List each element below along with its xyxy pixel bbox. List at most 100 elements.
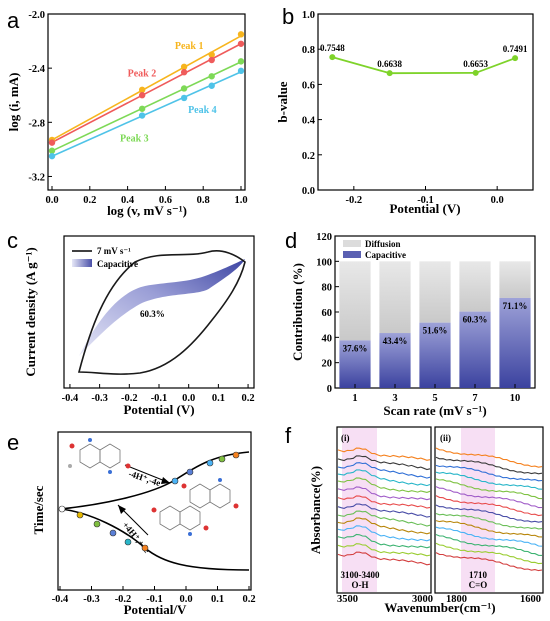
c-xtick-label: -0.4 xyxy=(62,393,79,404)
spectrum-ii-4 xyxy=(435,478,543,500)
band-oh-highlight xyxy=(342,428,377,592)
scan-marker-1 xyxy=(76,511,84,519)
e-xtick-label: 0.0 xyxy=(179,594,192,605)
panel-label-f: f xyxy=(285,423,292,448)
panel-label-a: a xyxy=(7,8,20,33)
scan-marker-6 xyxy=(206,459,214,467)
band-oh-bond: O-H xyxy=(352,580,369,590)
series-label-peak-1: Peak 1 xyxy=(175,41,204,52)
legend-diffusion-swatch xyxy=(343,240,361,247)
spectrum-ii-0 xyxy=(435,447,543,468)
point-peak2-2 xyxy=(180,69,188,76)
point-peak4-1 xyxy=(138,112,146,119)
band-co-range: 1710 xyxy=(469,570,488,580)
c-xtick-label: 0.0 xyxy=(182,393,195,404)
d-xtick-label: 1 xyxy=(352,393,357,404)
scan-marker-4 xyxy=(124,538,132,546)
a-ytick-label: -2.0 xyxy=(28,10,45,21)
d-ytick-label: 60 xyxy=(322,308,333,319)
bar-label-3: 43.4% xyxy=(383,336,408,346)
c-xtick-label: 0.1 xyxy=(212,393,225,404)
spectrum-ii-8 xyxy=(435,512,543,530)
molecule-right xyxy=(181,478,239,509)
b-value-label-0: 0.7548 xyxy=(320,43,345,53)
bar-capacitive-3 xyxy=(379,333,411,388)
d-xtick-label: 7 xyxy=(472,393,477,404)
a-ytick-label: -2.4 xyxy=(28,64,45,75)
bar-capacitive-1 xyxy=(339,340,371,388)
bar-capacitive-10 xyxy=(499,297,531,388)
spectrum-ii-13 xyxy=(435,552,543,572)
bar-label-1: 37.6% xyxy=(343,343,368,353)
scan-marker-0 xyxy=(58,505,66,513)
bar-label-10: 71.1% xyxy=(503,301,528,311)
point-peak3-3 xyxy=(208,73,215,80)
chart-d: 37.6% 43.4% 51.6% 60.3% 71.1% 1 3 5 7 10 0 20 40 60… xyxy=(290,232,536,418)
point-peak3-0 xyxy=(48,147,56,154)
band-oh-range: 3100-3400 xyxy=(341,570,380,580)
point-peak2-4 xyxy=(237,40,245,47)
c-xtick-label: -0.3 xyxy=(91,393,108,404)
c-xtick-label: -0.2 xyxy=(121,393,138,404)
bar-diffusion-3 xyxy=(379,261,411,334)
spectrum-ii-9 xyxy=(435,520,543,538)
spectrum-i-3 xyxy=(337,469,431,487)
c-xtick-label: -0.1 xyxy=(151,393,168,404)
d-ytick-label: 20 xyxy=(322,359,333,370)
spectrum-ii-1 xyxy=(435,456,543,475)
e-xtick-label: -0.1 xyxy=(146,594,163,605)
a-xtick-label: 0.0 xyxy=(45,195,58,206)
spectrum-i-2 xyxy=(337,462,431,479)
b-value-label-2: 0.6653 xyxy=(463,59,488,69)
point-peak4-0 xyxy=(48,152,56,160)
spectrum-ii-3 xyxy=(435,471,543,490)
chart-f-ylabel: Absorbance(%) xyxy=(308,466,323,554)
chart-e: -4H⁺,-4e⁻ +4H⁺,+4e⁻ -0.4 -0.3 -0.2- xyxy=(31,431,256,617)
f-ii-xtick-1800: 1800 xyxy=(446,594,467,605)
b-value-label-3: 0.7491 xyxy=(503,44,528,54)
b-ytick-label: 0.2 xyxy=(302,151,315,162)
chart-e-xlabel: Potential/V xyxy=(124,602,187,617)
chart-d-xlabel: Scan rate (mV s⁻¹) xyxy=(383,403,486,418)
a-xtick-label: 0.4 xyxy=(121,195,135,206)
d-ytick-label: 120 xyxy=(316,232,332,243)
e-xtick-label: 0.2 xyxy=(242,594,255,605)
chart-e-ylabel: Time/sec xyxy=(31,485,46,534)
spectrum-i-1 xyxy=(337,455,431,471)
bar-diffusion-10 xyxy=(499,261,531,298)
d-ytick-label: 0 xyxy=(327,384,332,395)
b-value-line xyxy=(332,56,516,75)
bar-diffusion-1 xyxy=(339,261,371,341)
b-value-label-1: 0.6638 xyxy=(377,59,402,69)
f-ii-xtick-1600: 1600 xyxy=(520,594,541,605)
chart-a: Peak 1 Peak 2 Peak 3 Peak 4 0.0 0.2 0.4 0.6 0.8… xyxy=(6,10,248,218)
bar-capacitive-7 xyxy=(459,311,491,388)
scan-marker-7 xyxy=(218,455,226,463)
spectrum-i-12 xyxy=(337,543,431,557)
chart-f-xlabel: Wavenumber(cm⁻¹) xyxy=(384,600,495,615)
d-ytick-label: 100 xyxy=(316,257,332,268)
chart-a-xlabel: log (v, mV s⁻¹) xyxy=(107,203,187,218)
scan-marker-10 xyxy=(171,477,179,485)
c-xtick-label: 0.2 xyxy=(242,393,255,404)
e-xtick-label: -0.4 xyxy=(52,594,69,605)
panel-label-c: c xyxy=(7,228,18,253)
d-xtick-label: 5 xyxy=(432,393,437,404)
spectrum-ii-12 xyxy=(435,542,543,565)
panel-label-d: d xyxy=(285,228,297,253)
band-co-bond: C=O xyxy=(469,580,488,590)
chart-d-ylabel: Contribution (%) xyxy=(290,263,305,361)
legend-capacitive-label: Capacitive xyxy=(97,259,138,269)
capacitive-area xyxy=(79,259,245,356)
spectrum-i-9 xyxy=(337,517,431,535)
chart-f: (i) (ii) 3100-3400 O-H 1710 C=O 3500 300… xyxy=(308,426,544,615)
bar-diffusion-5 xyxy=(419,261,451,323)
spectrum-i-5 xyxy=(337,486,431,501)
point-peak2-1 xyxy=(138,92,146,99)
chart-c: -0.4 -0.3 -0.2 -0.1 0.0 0.1 0.2 7 mV s⁻¹ Capac… xyxy=(23,235,255,417)
spectrum-ii-6 xyxy=(435,495,543,517)
spectrum-ii-7 xyxy=(435,504,543,523)
f-i-xtick-3000: 3000 xyxy=(412,594,433,605)
point-peak2-0 xyxy=(48,139,56,146)
